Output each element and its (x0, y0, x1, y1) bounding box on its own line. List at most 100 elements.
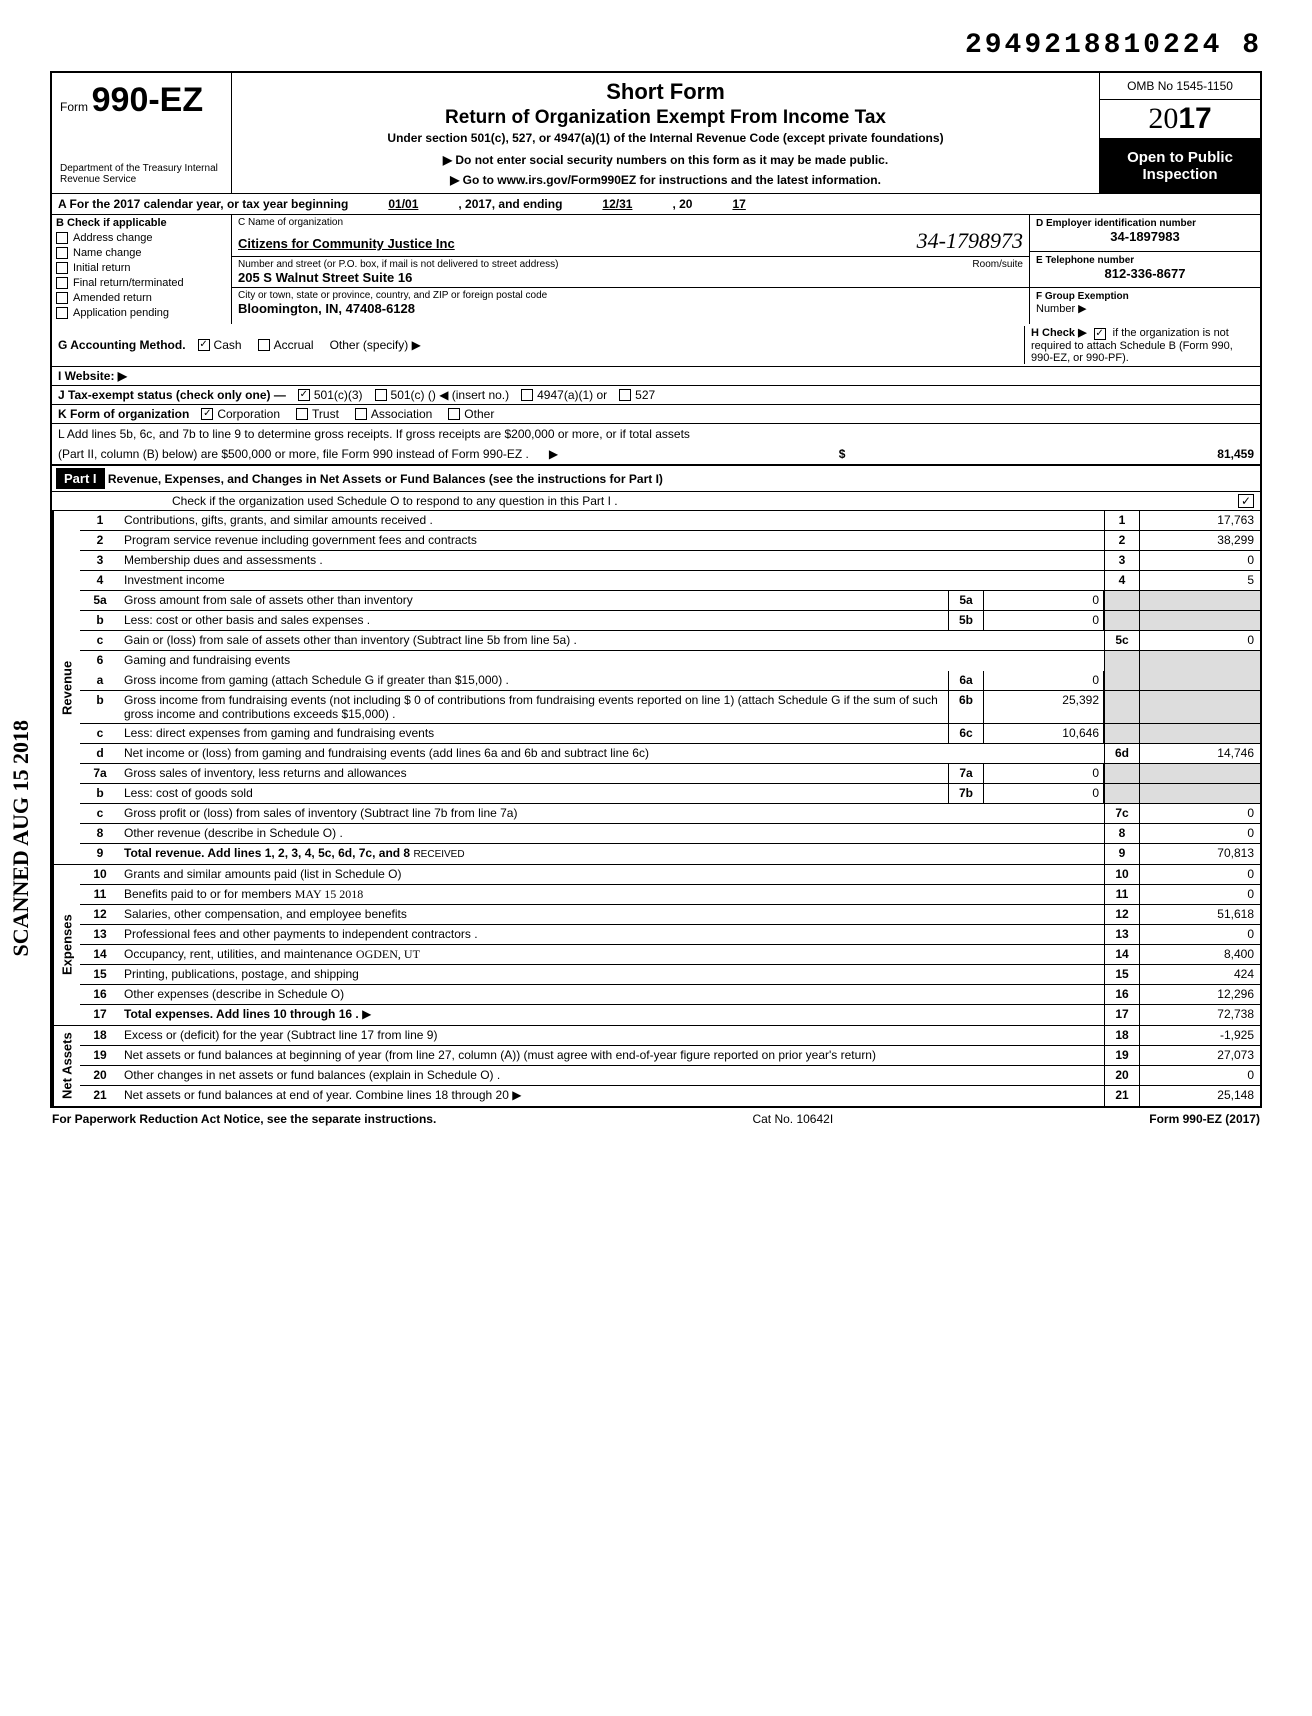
part1-check[interactable]: ✓ (1238, 494, 1254, 508)
l6c-desc: Less: direct expenses from gaming and fu… (120, 724, 948, 743)
form-number: 990-EZ (92, 81, 204, 119)
lbl-accrual: Accrual (274, 338, 314, 352)
subtitle-2: ▶ Do not enter social security numbers o… (242, 153, 1089, 167)
l17-desc: Total expenses. Add lines 10 through 16 … (120, 1005, 1104, 1025)
chk-association[interactable] (355, 408, 367, 420)
chk-amended[interactable] (56, 292, 68, 304)
l14-num: 14 (80, 945, 120, 964)
l9-desc: Total revenue. Add lines 1, 2, 3, 4, 5c,… (120, 844, 1104, 864)
l7a-midval: 0 (984, 764, 1104, 783)
chk-501c[interactable] (375, 389, 387, 401)
row-l-2: (Part II, column (B) below) are $500,000… (50, 444, 1262, 465)
l14-end: 14 (1104, 945, 1140, 964)
ein-value: 34-1897983 (1036, 229, 1254, 244)
row-i: I Website: ▶ (52, 367, 1260, 386)
row-a-end-yr-lbl: , 20 (672, 197, 692, 211)
l17-val: 72,738 (1140, 1005, 1260, 1025)
l17-num: 17 (80, 1005, 120, 1025)
main-title: Return of Organization Exempt From Incom… (242, 107, 1089, 129)
chk-accrual[interactable] (258, 339, 270, 351)
l6b-midval: 25,392 (984, 691, 1104, 723)
city-value: Bloomington, IN, 47408-6128 (238, 301, 1023, 316)
l1-desc: Contributions, gifts, grants, and simila… (120, 511, 1104, 530)
l5a-num: 5a (80, 591, 120, 610)
l7b-shade (1104, 784, 1140, 803)
l18-val: -1,925 (1140, 1026, 1260, 1045)
ogden-stamp: OGDEN, UT (356, 947, 420, 961)
chk-501c3[interactable] (298, 389, 310, 401)
lbl-other-org: Other (464, 407, 494, 421)
l7b-desc: Less: cost of goods sold (120, 784, 948, 803)
l5c-val: 0 (1140, 631, 1260, 650)
chk-address-change[interactable] (56, 232, 68, 244)
l6a-num: a (80, 671, 120, 690)
l6b-shade (1104, 691, 1140, 723)
l3-val: 0 (1140, 551, 1260, 570)
ein-label: D Employer identification number (1036, 218, 1196, 229)
chk-app-pending[interactable] (56, 307, 68, 319)
chk-initial-return[interactable] (56, 262, 68, 274)
l12-desc: Salaries, other compensation, and employ… (120, 905, 1104, 924)
room-label: Room/suite (972, 259, 1023, 270)
l7a-shade (1104, 764, 1140, 783)
page-footer: For Paperwork Reduction Act Notice, see … (50, 1108, 1262, 1130)
l-dollar: $ (839, 447, 846, 461)
lbl-final-return: Final return/terminated (73, 277, 184, 289)
info-grid: B Check if applicable Address change Nam… (50, 215, 1262, 324)
l7b-shadev (1140, 784, 1260, 803)
chk-4947[interactable] (521, 389, 533, 401)
expenses-table: Expenses 10Grants and similar amounts pa… (50, 865, 1262, 1026)
chk-name-change[interactable] (56, 247, 68, 259)
l-arrow: ▶ (549, 447, 558, 461)
l19-num: 19 (80, 1046, 120, 1065)
l6a-shadev (1140, 671, 1260, 690)
row-a-mid: , 2017, and ending (458, 197, 562, 211)
netassets-side-label: Net Assets (52, 1026, 80, 1106)
row-a-end-month: 12/31 (602, 197, 632, 211)
footer-cat: Cat No. 10642I (752, 1112, 833, 1126)
l19-end: 19 (1104, 1046, 1140, 1065)
l6-desc: Gaming and fundraising events (120, 651, 1104, 671)
chk-527[interactable] (619, 389, 631, 401)
tax-year: 2017 (1100, 100, 1260, 139)
row-a-tax-year: A For the 2017 calendar year, or tax yea… (50, 193, 1262, 215)
row-a-label: A For the 2017 calendar year, or tax yea… (58, 197, 348, 211)
lbl-501c3: 501(c)(3) (314, 388, 363, 402)
chk-corporation[interactable] (201, 408, 213, 420)
l2-desc: Program service revenue including govern… (120, 531, 1104, 550)
l5a-midval: 0 (984, 591, 1104, 610)
org-name-label: C Name of organization (238, 217, 1023, 228)
l6b-shadev (1140, 691, 1260, 723)
l5a-shadev (1140, 591, 1260, 610)
l6c-mid: 6c (948, 724, 984, 743)
l17-end: 17 (1104, 1005, 1140, 1025)
l11-val: 0 (1140, 885, 1260, 904)
phone-value: 812-336-8677 (1036, 266, 1254, 281)
chk-final-return[interactable] (56, 277, 68, 289)
l5c-desc: Gain or (loss) from sale of assets other… (120, 631, 1104, 650)
lbl-501c: 501(c) ( (391, 388, 432, 402)
chk-other-org[interactable] (448, 408, 460, 420)
l12-num: 12 (80, 905, 120, 924)
l5b-num: b (80, 611, 120, 630)
row-k: K Form of organization Corporation Trust… (52, 405, 1260, 424)
l9-val: 70,813 (1140, 844, 1260, 864)
dept-label: Department of the Treasury Internal Reve… (60, 163, 223, 185)
lbl-address-change: Address change (73, 232, 153, 244)
chk-h[interactable] (1094, 328, 1106, 340)
l7b-mid: 7b (948, 784, 984, 803)
lbl-initial-return: Initial return (73, 262, 130, 274)
group-exemption-number-label: Number ▶ (1036, 302, 1254, 315)
l16-val: 12,296 (1140, 985, 1260, 1004)
l12-end: 12 (1104, 905, 1140, 924)
l9-num: 9 (80, 844, 120, 864)
l6b-desc: Gross income from fundraising events (no… (120, 691, 948, 723)
l10-end: 10 (1104, 865, 1140, 884)
received-stamp: RECEIVED (413, 849, 464, 860)
l6-shadev (1140, 651, 1260, 671)
row-g: G Accounting Method. Cash Accrual Other … (52, 324, 1260, 367)
chk-trust[interactable] (296, 408, 308, 420)
l8-val: 0 (1140, 824, 1260, 843)
l6d-desc: Net income or (loss) from gaming and fun… (120, 744, 1104, 763)
chk-cash[interactable] (198, 339, 210, 351)
